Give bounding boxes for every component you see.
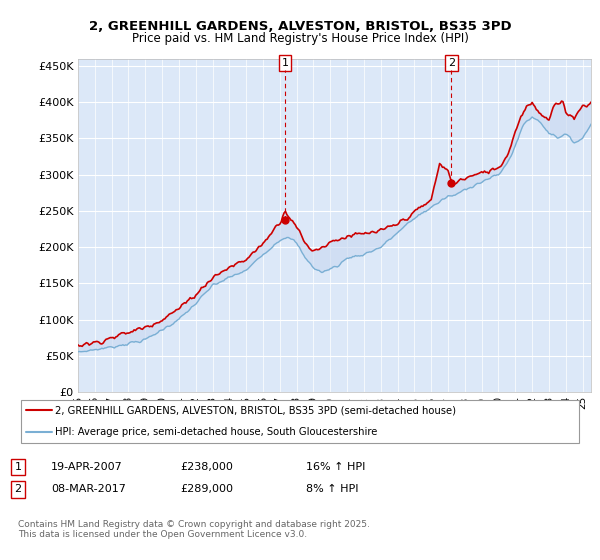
Text: 2: 2 — [448, 58, 455, 68]
Text: Price paid vs. HM Land Registry's House Price Index (HPI): Price paid vs. HM Land Registry's House … — [131, 32, 469, 45]
Text: HPI: Average price, semi-detached house, South Gloucestershire: HPI: Average price, semi-detached house,… — [55, 427, 377, 437]
Text: 1: 1 — [14, 462, 22, 472]
Text: 1: 1 — [281, 58, 289, 68]
Text: 8% ↑ HPI: 8% ↑ HPI — [306, 484, 359, 494]
Text: 2, GREENHILL GARDENS, ALVESTON, BRISTOL, BS35 3PD (semi-detached house): 2, GREENHILL GARDENS, ALVESTON, BRISTOL,… — [55, 405, 455, 416]
Text: £289,000: £289,000 — [180, 484, 233, 494]
Text: 08-MAR-2017: 08-MAR-2017 — [51, 484, 126, 494]
Text: £238,000: £238,000 — [180, 462, 233, 472]
Text: 16% ↑ HPI: 16% ↑ HPI — [306, 462, 365, 472]
Text: Contains HM Land Registry data © Crown copyright and database right 2025.
This d: Contains HM Land Registry data © Crown c… — [18, 520, 370, 539]
Text: 2: 2 — [14, 484, 22, 494]
Text: 19-APR-2007: 19-APR-2007 — [51, 462, 123, 472]
Text: 2, GREENHILL GARDENS, ALVESTON, BRISTOL, BS35 3PD: 2, GREENHILL GARDENS, ALVESTON, BRISTOL,… — [89, 20, 511, 32]
FancyBboxPatch shape — [21, 400, 579, 443]
